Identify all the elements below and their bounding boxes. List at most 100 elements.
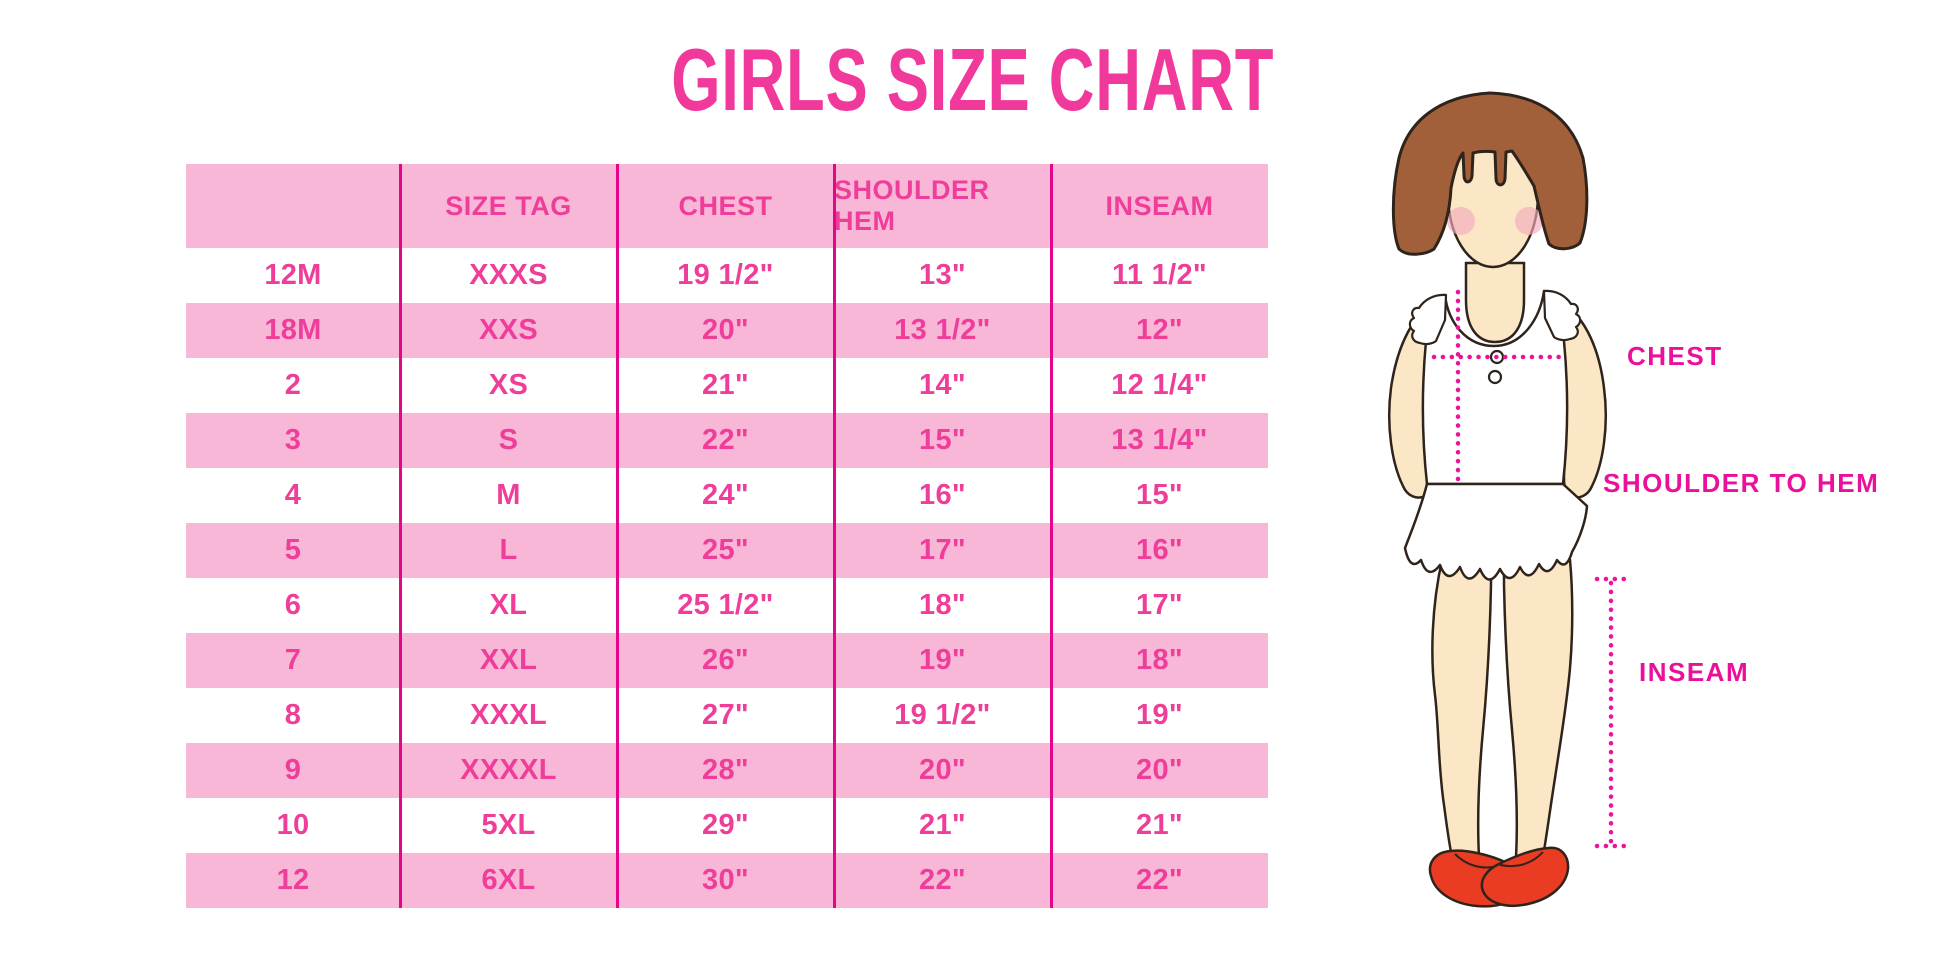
table-cell: 18M [264,314,322,346]
table-cell: 12M [264,259,322,291]
table-cell: 28" [702,754,749,786]
table-cell: 17" [1136,589,1183,621]
table-cell: 12 1/4" [1111,369,1208,401]
column-divider-line [616,164,619,908]
right-shoulder-frill [1542,289,1582,342]
table-cell: XXS [479,314,538,346]
table-cell: 7 [284,644,302,676]
table-cell: 4 [284,479,302,511]
table-cell: 15" [919,424,966,456]
measurement-diagram: CHEST SHOULDER TO HEM INSEAM [1300,60,1946,973]
table-cell: 16" [919,479,966,511]
table-cell: 18" [919,589,966,621]
right-shoe [1480,846,1570,908]
left-blush [1447,207,1475,235]
table-row: 8 XXXL 27" 19 1/2" 19" [186,688,1268,743]
table-cell: 30" [702,864,749,896]
inseam-label: INSEAM [1639,657,1749,687]
table-row: 10 5XL 29" 21" 21" [186,798,1268,853]
table-row: 18M XXS 20" 13 1/2" 12" [186,303,1268,358]
table-row: 5 L 25" 17" 16" [186,523,1268,578]
table-cell: 20" [702,314,749,346]
page-title: GIRLS SIZE CHART [0,30,1946,129]
table-cell: 6XL [481,864,536,896]
table-cell: 13 1/4" [1111,424,1208,456]
table-cell: 12" [1136,314,1183,346]
table-row: 12 6XL 30" 22" 22" [186,853,1268,908]
table-cell: 19" [919,644,966,676]
table-cell: L [499,534,518,566]
table-cell: 25 1/2" [677,589,774,621]
column-header: SHOULDER HEM [834,175,990,236]
table-cell: 11 1/2" [1112,259,1207,291]
column-divider-line [399,164,402,908]
table-cell: 21" [919,809,966,841]
table-cell: 12 [276,864,310,896]
table-cell: XXXXL [460,754,557,786]
column-divider-line [1050,164,1053,908]
table-cell: 18" [1136,644,1183,676]
table-cell: 25" [702,534,749,566]
left-shoulder-frill [1408,293,1448,346]
table-cell: 5 [284,534,302,566]
shoulder-to-hem-label: SHOULDER TO HEM [1603,468,1879,498]
table-cell: 21" [1136,809,1183,841]
table-cell: S [498,424,519,456]
table-cell: 9 [284,754,302,786]
right-blush [1515,207,1543,235]
table-cell: 29" [702,809,749,841]
chest-label: CHEST [1627,341,1723,371]
table-cell: M [496,479,521,511]
hair [1391,91,1589,256]
table-cell: 13" [919,259,966,291]
table-row: 9 XXXXL 28" 20" 20" [186,743,1268,798]
table-cell: 8 [284,699,302,731]
table-row: 3 S 22" 15" 13 1/4" [186,413,1268,468]
table-cell: XS [488,369,529,401]
table-cell: 16" [1136,534,1183,566]
table-cell: 14" [919,369,966,401]
table-cell: 24" [702,479,749,511]
table-row: 6 XL 25 1/2" 18" 17" [186,578,1268,633]
table-cell: 17" [919,534,966,566]
column-header: CHEST [678,190,773,221]
table-row: 4 M 24" 16" 15" [186,468,1268,523]
table-cell: 19" [1136,699,1183,731]
table-cell: 13 1/2" [894,314,991,346]
left-leg [1431,558,1493,859]
girls-size-table: SIZE TAG CHEST SHOULDER HEM INSEAM 12M XXXS 19… [186,164,1268,908]
table-cell: 19 1/2" [894,699,991,731]
table-cell: 21" [702,369,749,401]
table-cell: 22" [919,864,966,896]
column-header: SIZE TAG [445,190,572,221]
table-cell: 5XL [481,809,536,841]
girl-illustration: CHEST SHOULDER TO HEM INSEAM [1387,91,1879,908]
table-cell: 6 [284,589,302,621]
column-divider-line [833,164,836,908]
size-table-rows: SIZE TAG CHEST SHOULDER HEM INSEAM 12M XXXS 19… [186,164,1268,908]
column-header [186,164,400,248]
table-cell: XXL [479,644,538,676]
table-cell: 15" [1136,479,1183,511]
table-cell: XXXS [469,259,548,291]
table-cell: 26" [702,644,749,676]
table-cell: XXXL [470,699,547,731]
table-cell: XL [489,589,528,621]
table-header-row: SIZE TAG CHEST SHOULDER HEM INSEAM [186,164,1268,248]
table-cell: 20" [1136,754,1183,786]
page-title-text: GIRLS SIZE CHART [671,30,1275,129]
table-cell: 20" [919,754,966,786]
table-cell: 2 [284,369,302,401]
table-cell: 3 [284,424,302,456]
ruffled-skirt [1403,482,1589,581]
neck [1464,261,1526,344]
table-cell: 19 1/2" [677,259,774,291]
table-cell: 27" [702,699,749,731]
table-row: 12M XXXS 19 1/2" 13" 11 1/2" [186,248,1268,303]
table-cell: 22" [1136,864,1183,896]
table-cell: 10 [276,809,310,841]
table-row: 2 XS 21" 14" 12 1/4" [186,358,1268,413]
column-header: INSEAM [1105,190,1214,221]
right-leg [1502,558,1574,859]
bottom-button [1487,369,1503,385]
